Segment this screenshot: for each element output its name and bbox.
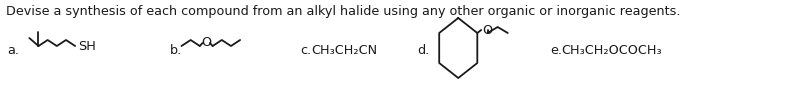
- Text: c.: c.: [301, 45, 312, 58]
- Text: b.: b.: [169, 45, 182, 58]
- Text: O: O: [482, 24, 492, 36]
- Text: d.: d.: [417, 45, 429, 58]
- Text: CH₃CH₂CN: CH₃CH₂CN: [311, 45, 378, 58]
- Text: a.: a.: [7, 45, 19, 58]
- Text: Devise a synthesis of each compound from an alkyl halide using any other organic: Devise a synthesis of each compound from…: [6, 5, 681, 18]
- Text: SH: SH: [78, 39, 96, 53]
- Text: O: O: [201, 36, 211, 50]
- Text: CH₃CH₂OCOCH₃: CH₃CH₂OCOCH₃: [561, 45, 661, 58]
- Text: e.: e.: [550, 45, 562, 58]
